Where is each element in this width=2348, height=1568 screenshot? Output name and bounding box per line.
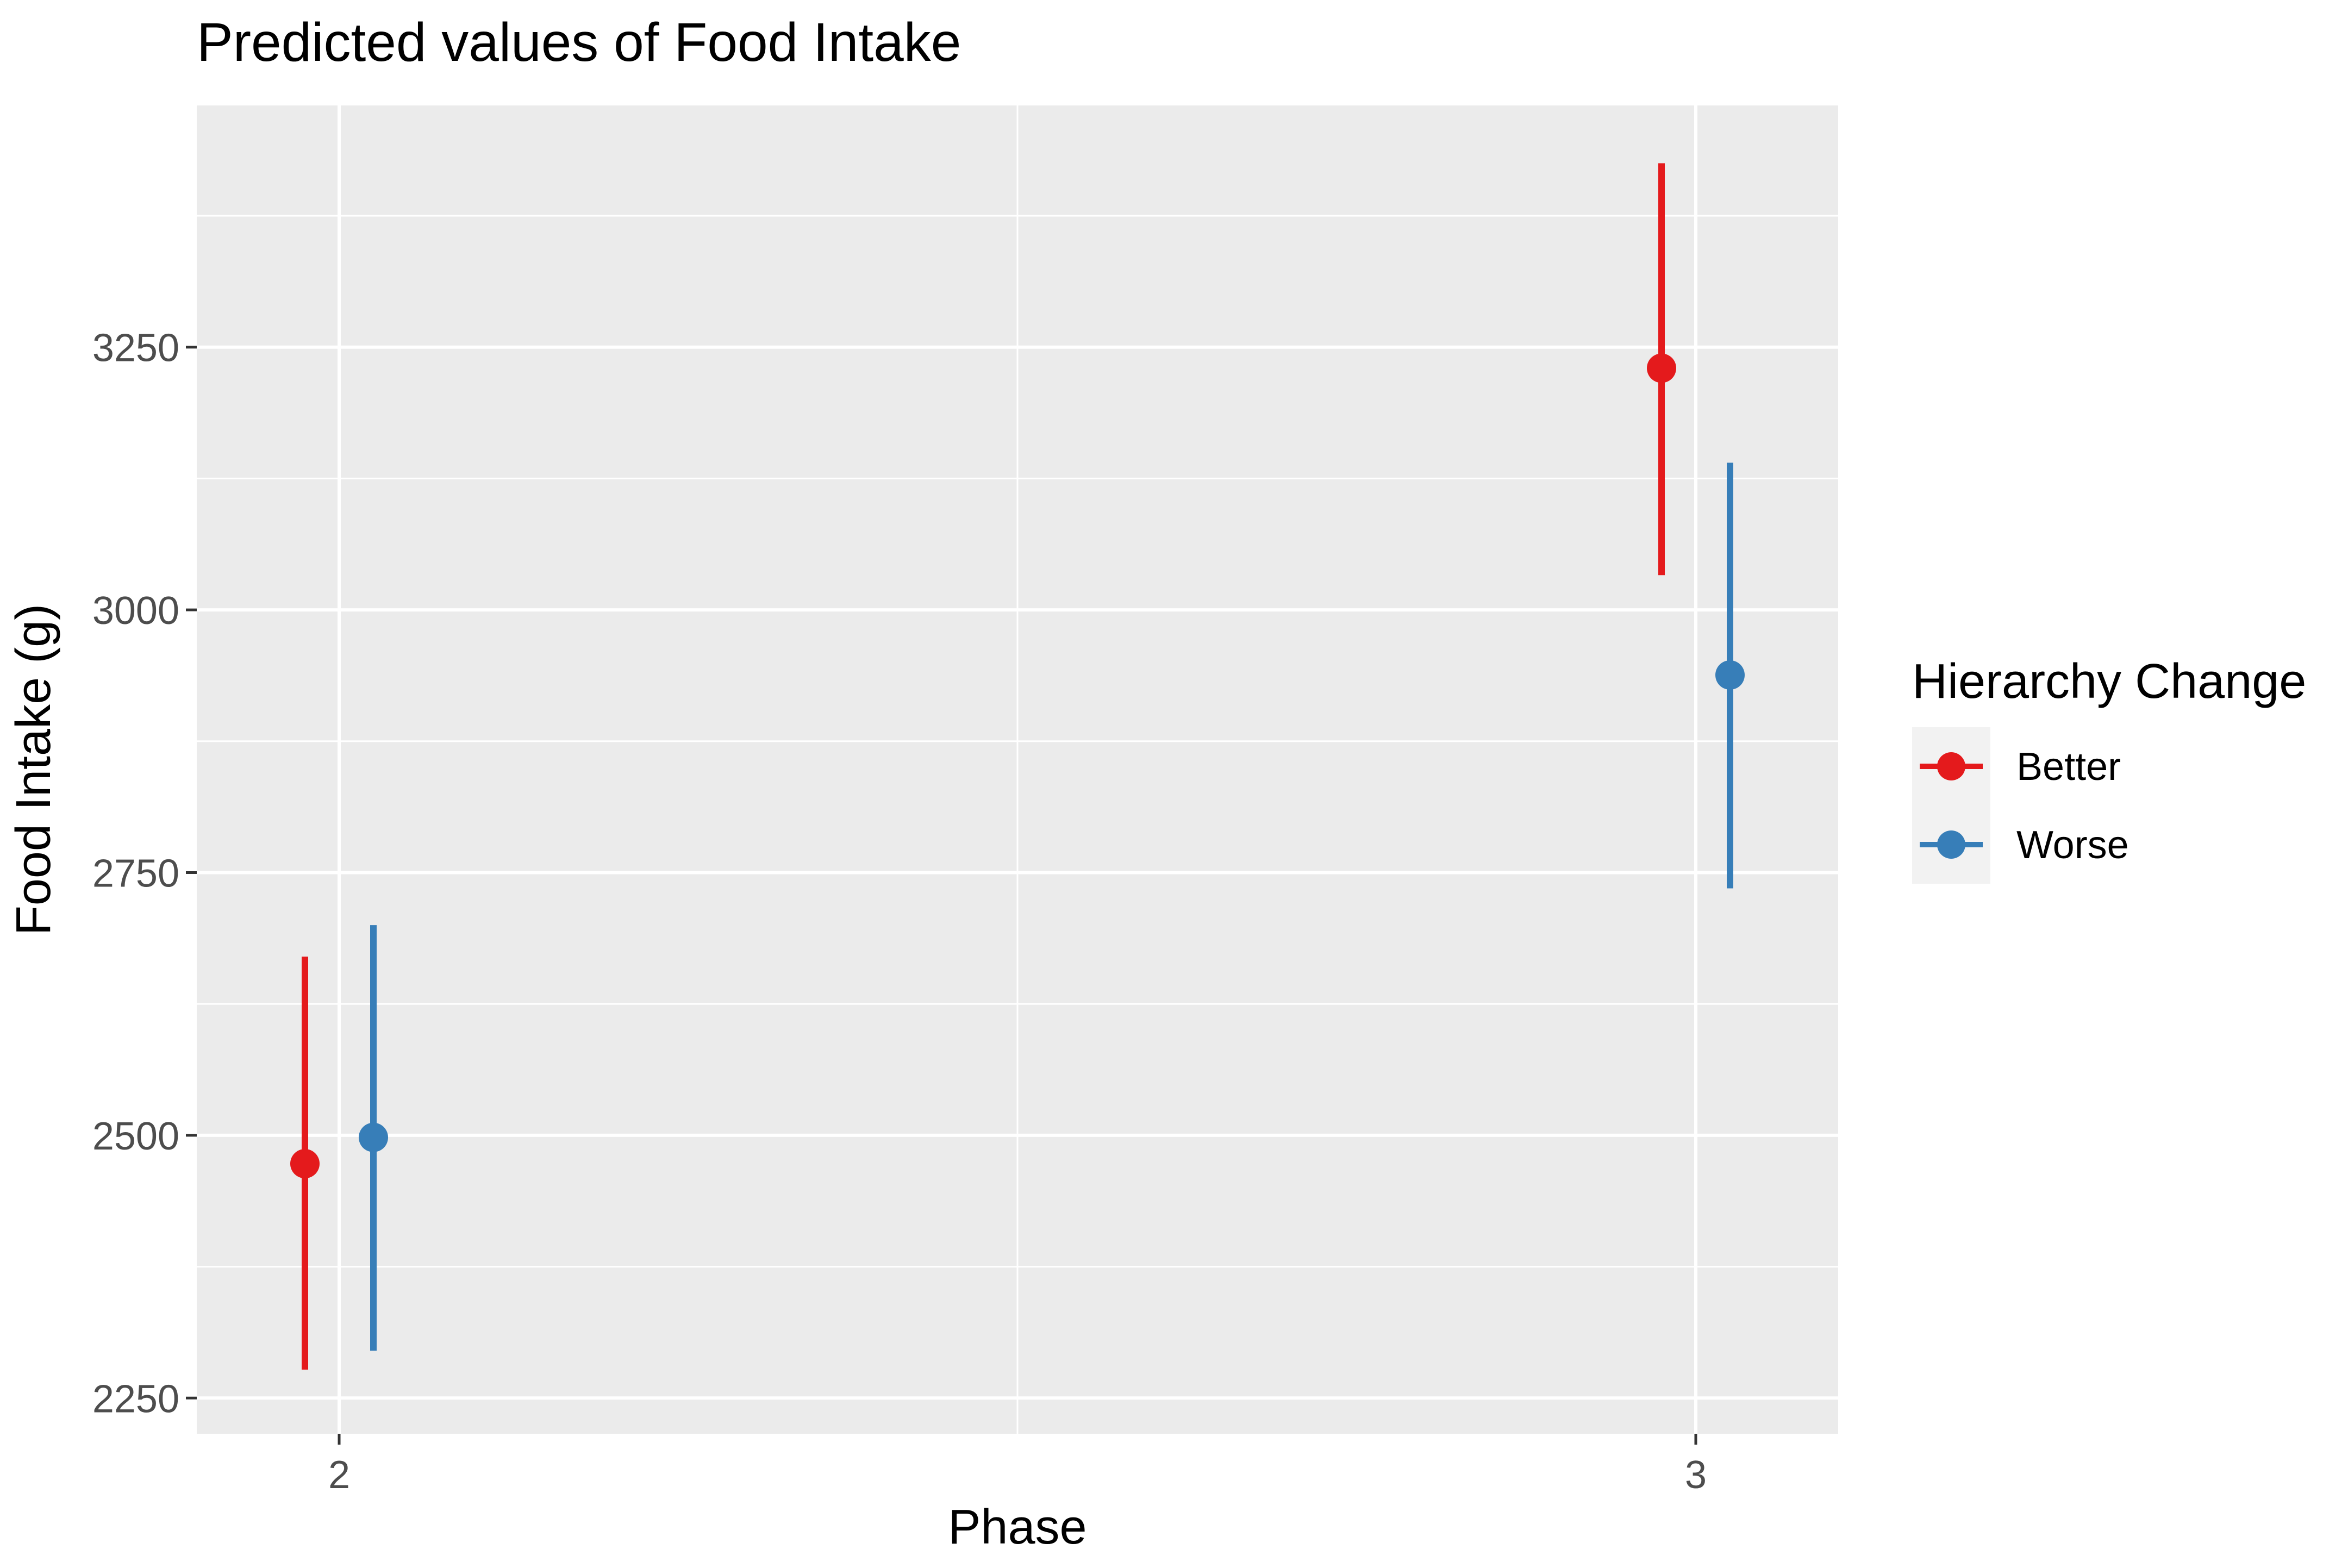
data-point-worse <box>1715 660 1745 690</box>
marks-layer <box>290 163 1745 1370</box>
legend-label-worse: Worse <box>2016 823 2129 867</box>
chart-title: Predicted values of Food Intake <box>197 12 961 73</box>
y-tick-label: 2750 <box>92 852 179 895</box>
y-tick-label: 3000 <box>92 589 179 633</box>
legend-dot-better <box>1937 752 1965 780</box>
axes-layer: 2250 2500 2750 3000 3250 2 3 <box>92 327 1707 1497</box>
data-point-better <box>290 1149 320 1179</box>
data-point-better <box>1647 353 1676 383</box>
x-tick-label: 2 <box>328 1453 350 1497</box>
y-axis-label: Food Intake (g) <box>7 604 61 935</box>
legend-title: Hierarchy Change <box>1912 654 2306 709</box>
y-tick-label: 3250 <box>92 327 179 370</box>
legend-label-better: Better <box>2016 745 2121 789</box>
legend-items: Better Worse <box>1912 727 2129 884</box>
data-point-worse <box>359 1122 388 1152</box>
legend-dot-worse <box>1937 830 1965 859</box>
x-axis-label: Phase <box>948 1500 1086 1554</box>
y-tick-label: 2500 <box>92 1115 179 1158</box>
x-tick-label: 3 <box>1685 1453 1707 1497</box>
legend: Hierarchy Change Better Worse <box>1912 654 2306 884</box>
grid-layer <box>197 105 1838 1434</box>
y-tick-label: 2250 <box>92 1377 179 1421</box>
